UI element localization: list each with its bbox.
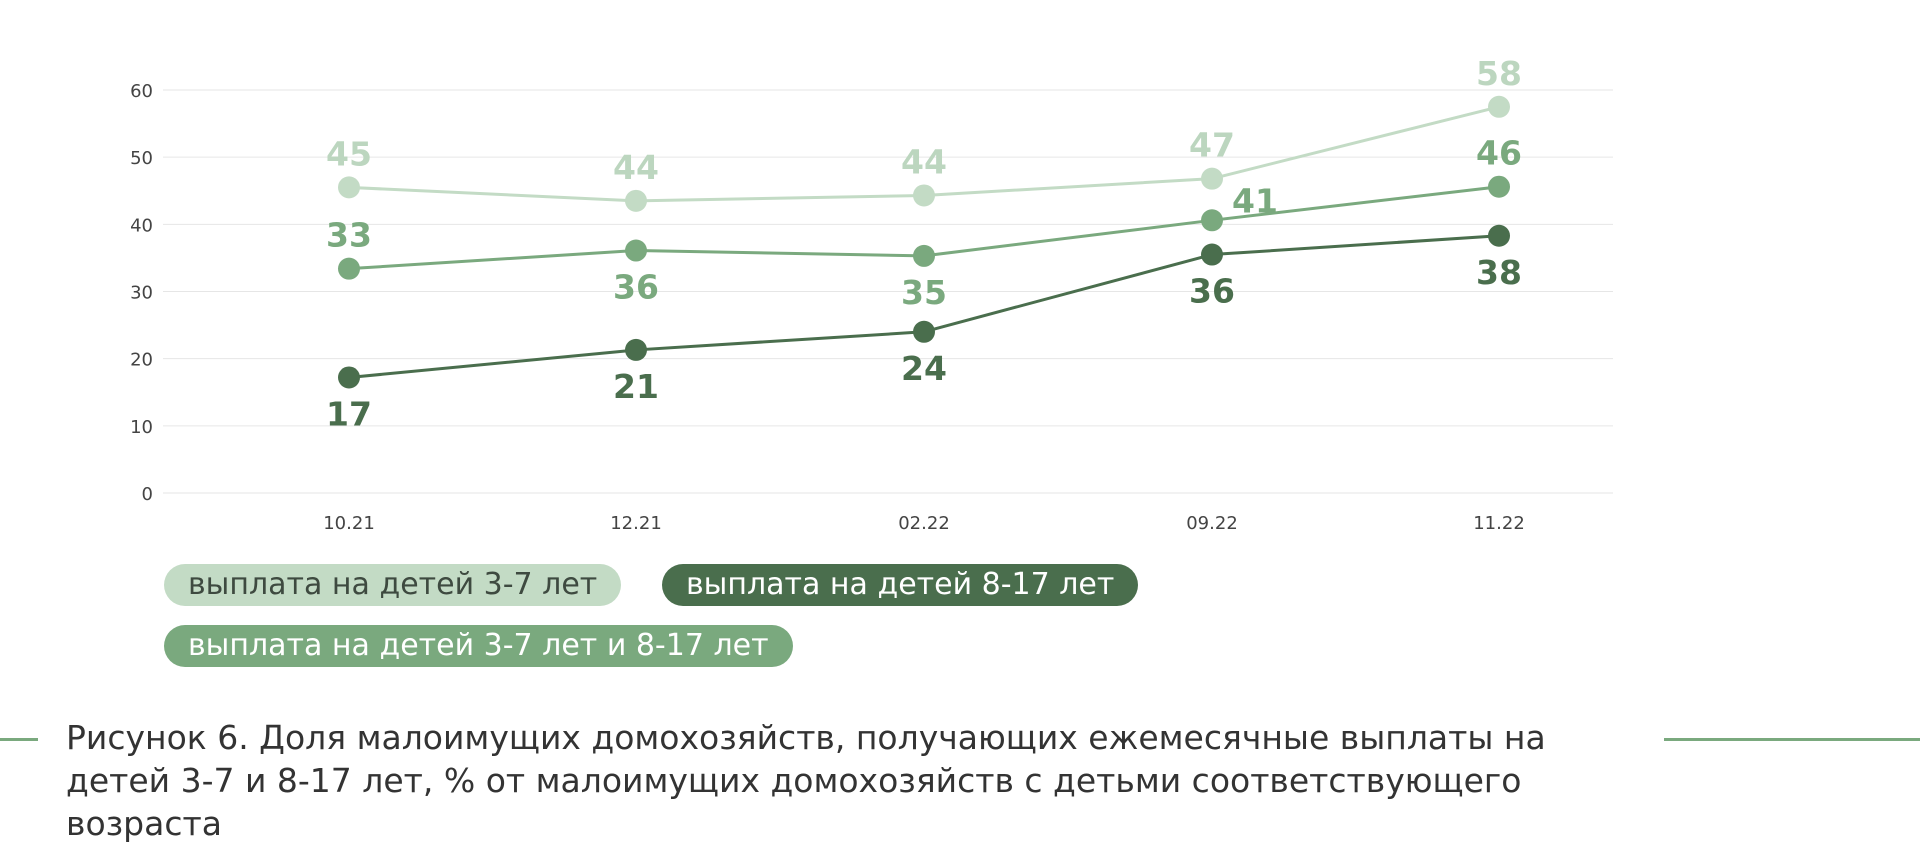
caption-rule-left <box>0 738 38 741</box>
legend-item-8-17: выплата на детей 8-17 лет <box>662 564 1139 606</box>
data-point <box>1488 175 1510 198</box>
data-point <box>1201 243 1223 266</box>
y-tick-label: 30 <box>130 283 153 304</box>
data-label: 44 <box>613 148 659 187</box>
data-point <box>913 320 935 343</box>
y-tick-label: 60 <box>130 81 153 102</box>
y-tick-label: 10 <box>130 417 153 438</box>
data-label: 38 <box>1476 253 1522 292</box>
data-point <box>1488 224 1510 247</box>
caption-rule-right <box>1664 738 1920 741</box>
data-point <box>338 176 360 199</box>
data-label: 17 <box>326 394 372 433</box>
y-tick-label: 50 <box>130 148 153 169</box>
x-tick-label: 09.22 <box>1186 513 1238 534</box>
data-label: 41 <box>1232 181 1278 220</box>
data-point <box>913 184 935 207</box>
figure-caption: Рисунок 6. Доля малоимущих домохозяйств,… <box>66 718 1546 843</box>
legend-item-3-7: выплата на детей 3-7 лет <box>164 564 622 606</box>
data-point <box>913 244 935 267</box>
data-point <box>1488 95 1510 118</box>
data-label: 47 <box>1189 126 1235 165</box>
data-label: 33 <box>326 216 372 255</box>
y-tick-label: 20 <box>130 350 153 371</box>
x-tick-label: 02.22 <box>898 513 950 534</box>
data-label: 46 <box>1476 134 1522 173</box>
x-tick-label: 10.21 <box>323 513 375 534</box>
data-label: 45 <box>326 134 372 173</box>
data-point <box>625 189 647 212</box>
data-label: 58 <box>1476 54 1522 93</box>
y-tick-label: 0 <box>142 484 153 505</box>
data-label: 35 <box>901 273 947 312</box>
data-point <box>625 239 647 262</box>
x-tick-label: 12.21 <box>610 513 662 534</box>
line-chart: 0 10 20 30 40 50 60 10.21 12.21 02.22 09.22 11.22 45… <box>130 54 1613 534</box>
data-point <box>338 366 360 389</box>
data-point <box>1201 167 1223 190</box>
data-point <box>338 257 360 280</box>
data-label: 24 <box>901 349 947 388</box>
data-label: 36 <box>613 268 659 307</box>
data-label: 44 <box>901 142 947 181</box>
x-tick-label: 11.22 <box>1473 513 1525 534</box>
legend-item-both: выплата на детей 3-7 лет и 8-17 лет <box>164 625 793 667</box>
data-point <box>625 338 647 361</box>
y-tick-label: 40 <box>130 215 153 236</box>
data-label: 21 <box>613 367 659 406</box>
data-point <box>1201 209 1223 232</box>
data-label: 36 <box>1189 272 1235 311</box>
